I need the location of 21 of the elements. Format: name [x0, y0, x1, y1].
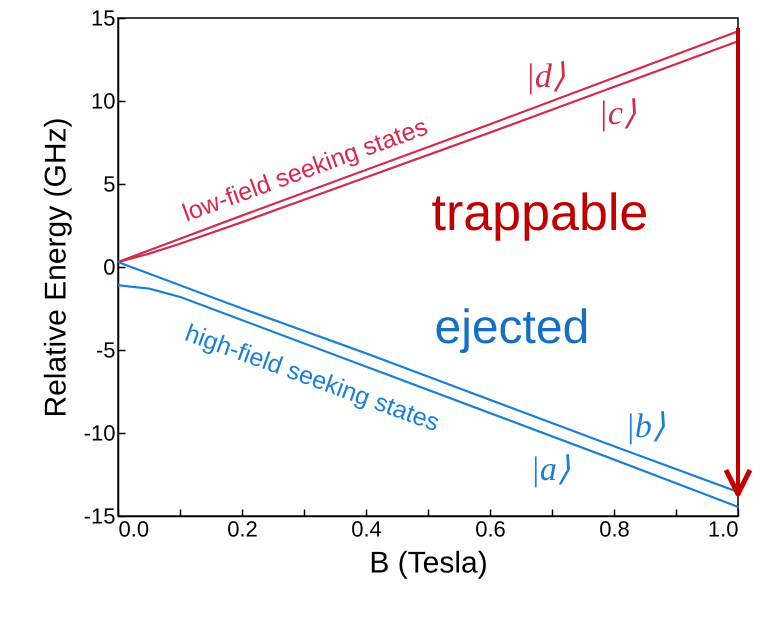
series-label: |a⟩ — [530, 450, 570, 488]
series-label: |b⟩ — [626, 406, 665, 446]
x-axis-title: B (Tesla) — [369, 546, 488, 580]
annotation: ejected — [434, 300, 590, 354]
series-label: |d⟩ — [526, 56, 565, 96]
x-tick-label: 1.0 — [708, 516, 738, 542]
series-label: |c⟩ — [598, 94, 636, 132]
x-tick-label: 0.4 — [351, 516, 382, 542]
y-tick-label: 10 — [91, 88, 116, 114]
y-tick-label: -10 — [84, 420, 116, 446]
y-tick-label: 0 — [103, 254, 116, 280]
x-tick-label: 0.0 — [118, 516, 150, 542]
x-tick-label: 0.6 — [475, 516, 506, 542]
y-tick-label: 15 — [91, 6, 116, 30]
y-tick-label: -15 — [84, 504, 116, 528]
x-tick-label: 0.8 — [599, 516, 630, 542]
x-tick-label: 0.2 — [227, 516, 258, 542]
y-axis-title: Relative Energy (GHz) — [40, 117, 73, 418]
y-tick-label: -5 — [96, 338, 116, 362]
annotation: trappable — [432, 183, 648, 243]
y-tick-label: 5 — [103, 172, 116, 196]
